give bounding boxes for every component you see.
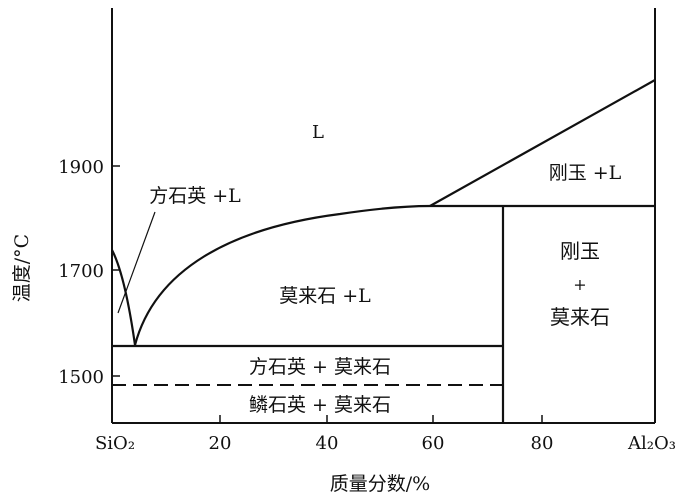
x-tick-label-al2o3: Al₂O₃ [627,433,676,454]
corundum-liquidus [429,79,656,207]
mullite-liquidus [133,204,431,346]
cristobalite-liquidus [111,249,137,346]
y-tick-label-1500: 1500 [58,367,104,388]
region-label-cristobalite-liquid: 方石英 +L [149,185,241,207]
region-label-tridymite-mullite: 鳞石英 + 莫来石 [249,394,391,416]
label-leader-line [117,211,156,314]
x-tick-label-60: 60 [422,433,445,454]
region-label-corundum: 刚玉 [560,239,600,263]
region-label-corundum-liquid: 刚玉 +L [549,162,622,184]
x-axis-title: 质量分数/% [330,473,430,495]
x-tick-label-sio2: SiO₂ [95,433,135,454]
region-label-cristobalite-mullite: 方石英 + 莫来石 [249,356,391,378]
x-tick-label-80: 80 [531,433,554,454]
region-label-plus: + [573,275,586,294]
region-label-mullite: 莫来石 [550,305,610,329]
region-label-liquid: L [312,122,324,143]
x-tick-label-20: 20 [209,433,232,454]
y-tick-label-1900: 1900 [58,157,104,178]
region-label-mullite-liquid: 莫来石 +L [279,285,371,307]
y-axis-title: 温度/°C [11,234,33,302]
y-tick-label-1700: 1700 [58,261,104,282]
x-tick-label-40: 40 [316,433,339,454]
